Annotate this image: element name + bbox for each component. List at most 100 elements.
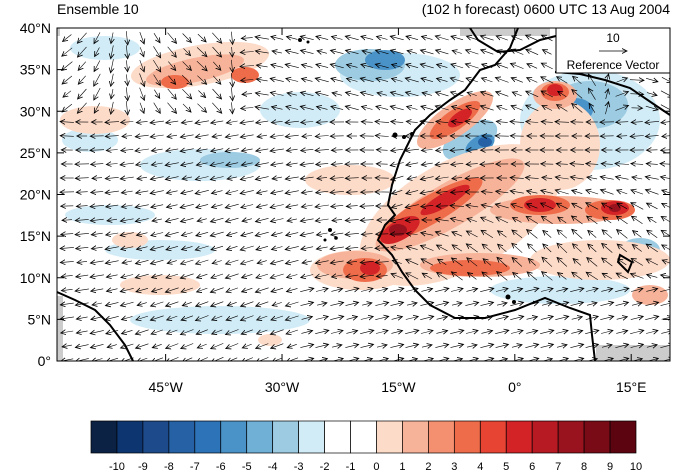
wind-vector: [375, 121, 390, 122]
wind-vector: [139, 73, 145, 87]
colorbar-label: -6: [216, 461, 226, 471]
colorbar-swatch: [90, 420, 118, 454]
wind-vector: [525, 344, 538, 347]
wind-vector: [196, 357, 208, 361]
wind-vector: [542, 106, 553, 111]
wind-vector: [526, 105, 539, 112]
missing-data-regions: [57, 28, 670, 361]
wind-vector: [360, 344, 374, 347]
wind-vector: [330, 191, 344, 192]
wind-vector: [271, 121, 283, 122]
wind-vector: [286, 107, 299, 110]
wind-vector: [406, 121, 418, 122]
wind-vector: [301, 50, 314, 53]
wind-vector: [511, 204, 523, 209]
wind-vector: [647, 230, 658, 238]
wind-vector: [226, 218, 239, 222]
wind-vector: [106, 358, 119, 361]
wind-vector: [513, 218, 522, 223]
wind-vector: [330, 261, 344, 263]
wind-vector: [196, 47, 207, 56]
wind-vector: [240, 190, 254, 193]
wind-vector: [232, 46, 233, 57]
wind-vector: [496, 191, 509, 193]
wind-vector: [165, 177, 179, 180]
wind-vector: [91, 289, 104, 291]
wind-vector: [391, 274, 404, 279]
wind-vector: [497, 257, 508, 267]
wind-vector: [122, 261, 132, 263]
wind-vector: [301, 247, 314, 250]
wind-vector: [466, 345, 477, 347]
wind-vector: [272, 358, 283, 361]
wind-vector: [271, 260, 284, 264]
wind-vector: [585, 316, 598, 319]
wind-vector: [616, 177, 629, 180]
wind-vector: [150, 177, 164, 180]
wind-vector: [646, 345, 657, 348]
wind-vector: [406, 273, 419, 280]
wind-vector: [135, 135, 149, 137]
wind-vector: [136, 191, 149, 193]
wind-vector: [139, 87, 145, 101]
wind-vector: [91, 344, 104, 347]
wind-vector: [392, 79, 403, 82]
wind-vector: [211, 246, 224, 250]
wind-vector: [615, 288, 629, 291]
wind-vector: [555, 331, 568, 334]
wind-vector: [94, 87, 101, 100]
wind-vector: [196, 315, 209, 321]
wind-vector: [182, 357, 193, 361]
wind-vector: [435, 219, 449, 221]
wind-vector: [632, 177, 643, 179]
wind-vector: [271, 65, 284, 68]
wind-vector: [181, 74, 192, 85]
wind-vector: [511, 345, 522, 348]
wind-vector: [330, 316, 343, 319]
wind-vector: [226, 259, 239, 264]
wind-vector: [465, 64, 479, 69]
wind-vector: [541, 190, 554, 193]
wind-vector: [285, 135, 299, 137]
wind-vector: [137, 177, 148, 179]
wind-vector: [570, 177, 584, 179]
wind-vector: [316, 36, 329, 39]
wind-vector: [197, 103, 207, 113]
wind-vector: [256, 65, 268, 67]
wind-vector: [242, 94, 253, 95]
wind-vector: [166, 274, 179, 278]
colorbar-swatch: [583, 420, 611, 454]
wind-vector: [120, 177, 134, 179]
wind-vector: [317, 107, 328, 110]
wind-vector: [330, 178, 344, 179]
wind-vector: [528, 244, 537, 253]
wind-vector: [347, 79, 358, 82]
wind-vector: [406, 64, 419, 67]
wind-vector: [182, 33, 192, 43]
wind-vector: [376, 78, 389, 81]
wind-vector: [151, 149, 163, 151]
wind-vector: [661, 331, 670, 334]
wind-vector: [390, 302, 404, 305]
wind-vector: [436, 331, 447, 334]
wind-vector: [285, 177, 299, 179]
wind-vector: [555, 302, 568, 305]
wind-vector: [332, 219, 343, 220]
wind-vector: [555, 316, 568, 319]
wind-vector: [212, 88, 222, 99]
wind-vector: [437, 273, 448, 280]
lat-tick-label: 20°N: [20, 187, 51, 203]
wind-vector: [391, 331, 402, 334]
wind-vector: [451, 303, 462, 305]
wind-vector: [451, 163, 464, 164]
wind-vector: [391, 247, 404, 249]
wind-vector: [450, 78, 464, 83]
wind-vector: [512, 92, 522, 96]
wind-vector: [662, 245, 670, 251]
reference-vector-magnitude: 10: [606, 31, 620, 45]
wind-vector: [212, 61, 221, 70]
wind-vector: [390, 288, 404, 291]
wind-vector: [347, 65, 358, 68]
wind-vector: [62, 47, 73, 56]
wind-vector: [212, 46, 222, 57]
